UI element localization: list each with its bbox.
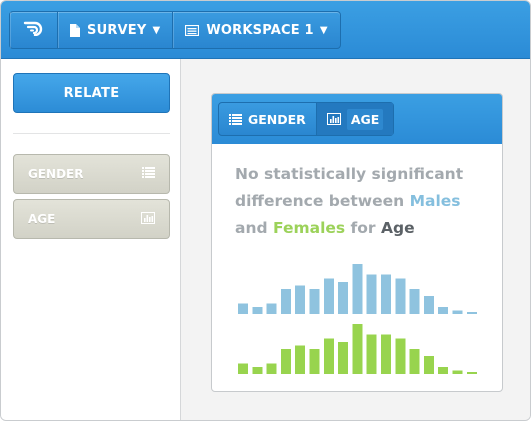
female-bar-8: [352, 324, 363, 374]
app-logo-icon: [23, 20, 45, 40]
list-icon: [142, 167, 155, 181]
male-bar-16: [466, 312, 477, 314]
relate-label: RELATE: [63, 85, 120, 101]
male-bar-2: [266, 303, 277, 314]
male-bar-10: [381, 274, 391, 314]
male-bar-11: [395, 278, 406, 314]
male-bar-13: [423, 296, 434, 314]
female-bar-13: [423, 356, 434, 374]
summary-part3: for: [345, 219, 381, 237]
bar-chart-icon: [141, 211, 155, 227]
female-bar-9: [366, 334, 377, 374]
summary-part2: and: [235, 219, 273, 237]
sidebar-item-label: AGE: [28, 212, 56, 226]
sidebar-divider: [13, 133, 170, 134]
variable-label: Age: [380, 219, 415, 237]
relate-button[interactable]: RELATE: [13, 73, 170, 113]
tab-age-label: AGE: [346, 108, 384, 130]
male-bar-3: [280, 289, 291, 314]
male-bar-8: [352, 264, 363, 314]
female-bar-5: [309, 349, 320, 374]
female-bar-6: [323, 338, 334, 374]
male-bar-7: [338, 281, 349, 314]
sidebar-item-gender[interactable]: GENDER: [13, 154, 170, 194]
summary-part1: No statistically significant difference …: [235, 165, 464, 210]
document-icon: [70, 23, 80, 37]
card-tab-group: GENDER AGE: [218, 102, 395, 136]
males-histogram: [238, 264, 477, 314]
female-bar-3: [280, 349, 291, 374]
female-bar-1: [252, 366, 263, 374]
male-bar-4: [295, 285, 306, 314]
app-logo-button[interactable]: [10, 12, 58, 48]
sidebar-item-age[interactable]: AGE: [13, 199, 170, 239]
toolbar-button-group: SURVEY ▼ WORKSPACE 1 ▼: [9, 11, 341, 49]
tab-gender-label: GENDER: [248, 111, 306, 127]
survey-label: SURVEY: [87, 22, 147, 38]
tab-age[interactable]: AGE: [316, 103, 394, 135]
relation-card: GENDER AGE No statistically significant …: [211, 93, 503, 392]
sidebar-item-label: GENDER: [28, 167, 84, 181]
female-bar-2: [266, 363, 277, 374]
chevron-down-icon: ▼: [152, 24, 161, 36]
male-bar-12: [409, 289, 420, 314]
chevron-down-icon: ▼: [319, 24, 328, 36]
female-bar-7: [338, 341, 349, 374]
male-bar-14: [438, 306, 449, 314]
survey-dropdown[interactable]: SURVEY ▼: [58, 12, 174, 48]
females-label: Females: [273, 219, 346, 237]
workspace-label: WORKSPACE 1: [206, 22, 314, 38]
list-icon: [229, 113, 242, 125]
male-bar-9: [366, 274, 377, 314]
female-bar-4: [295, 345, 306, 374]
females-histogram: [238, 324, 477, 374]
summary-text: No statistically significant difference …: [235, 161, 485, 242]
female-bar-14: [438, 366, 449, 374]
female-bar-16: [466, 372, 477, 374]
male-bar-6: [323, 278, 334, 314]
female-bar-15: [452, 370, 463, 374]
card-header: GENDER AGE: [212, 94, 502, 144]
male-bar-0: [238, 303, 248, 314]
female-bar-0: [238, 363, 248, 374]
male-bar-1: [252, 306, 263, 314]
males-label: Males: [409, 192, 461, 210]
bar-chart-icon: [326, 113, 341, 125]
female-bar-11: [395, 338, 406, 374]
male-bar-15: [452, 310, 463, 314]
tab-gender[interactable]: GENDER: [219, 103, 317, 135]
male-bar-5: [309, 289, 320, 314]
sidebar: RELATE GENDER AGE: [1, 59, 181, 420]
female-bar-10: [381, 334, 391, 374]
workspace-dropdown[interactable]: WORKSPACE 1 ▼: [173, 12, 339, 48]
workspace-icon: [185, 24, 200, 36]
main-canvas: GENDER AGE No statistically significant …: [182, 59, 530, 420]
top-toolbar: SURVEY ▼ WORKSPACE 1 ▼: [1, 1, 530, 59]
female-bar-12: [409, 349, 420, 374]
